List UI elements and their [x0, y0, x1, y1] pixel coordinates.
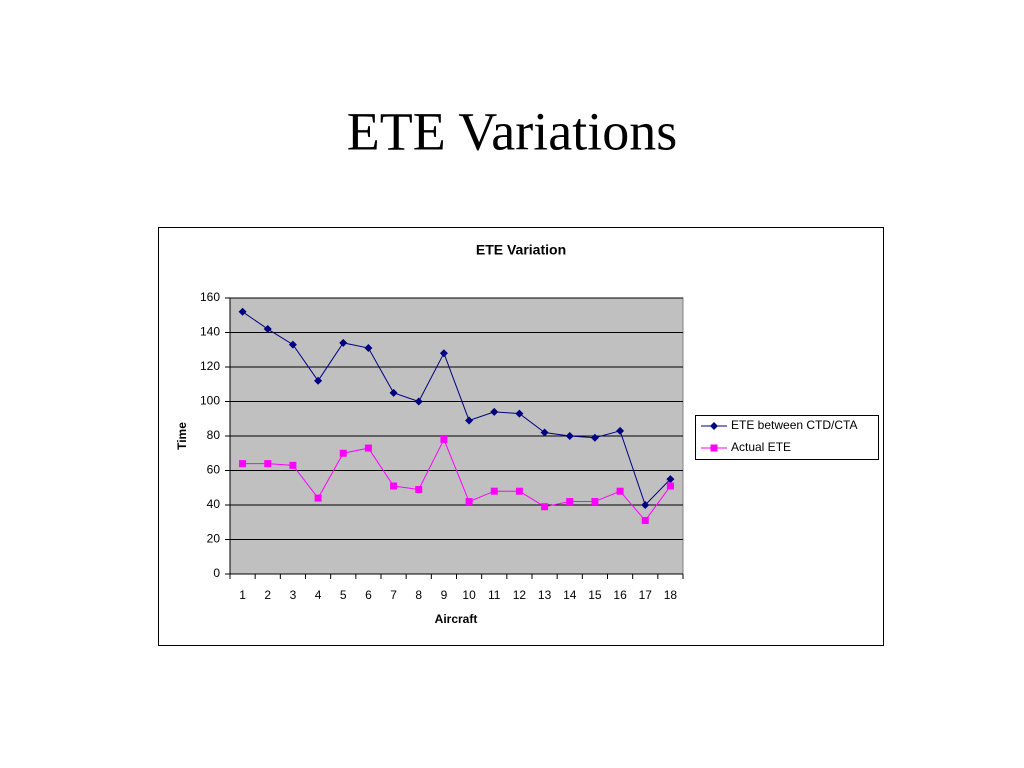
x-tick-label: 8	[415, 588, 422, 602]
x-axis-label: Aircraft	[435, 612, 478, 626]
data-point	[439, 349, 448, 358]
y-tick-label: 80	[207, 428, 221, 442]
data-point	[389, 388, 398, 397]
data-point	[264, 460, 272, 468]
y-tick-label: 60	[207, 463, 221, 477]
x-tick-label: 2	[264, 588, 271, 602]
legend-marker	[710, 444, 718, 452]
y-tick-label: 20	[207, 532, 221, 546]
series-line	[242, 438, 671, 522]
data-point	[540, 428, 549, 437]
data-point	[364, 444, 372, 452]
y-tick-label: 120	[200, 359, 220, 373]
data-point	[239, 460, 247, 468]
data-point	[314, 494, 322, 502]
x-tick-label: 10	[462, 588, 476, 602]
data-point	[515, 487, 523, 495]
data-point	[490, 407, 499, 416]
legend-label: Actual ETE	[731, 440, 791, 454]
data-point	[238, 307, 247, 316]
x-tick-label: 15	[588, 588, 602, 602]
data-point	[263, 325, 272, 334]
data-point	[364, 344, 373, 353]
x-tick-label: 17	[639, 588, 653, 602]
x-tick-label: 11	[488, 588, 501, 602]
data-point	[666, 482, 674, 490]
data-point	[465, 498, 473, 506]
x-tick-label: 13	[538, 588, 552, 602]
data-point	[339, 449, 347, 457]
x-tick-label: 14	[563, 588, 577, 602]
data-point	[566, 498, 574, 506]
legend-box	[695, 415, 879, 460]
data-point	[314, 376, 323, 385]
legend-marker	[710, 422, 718, 430]
data-point	[465, 416, 474, 425]
data-point	[616, 487, 624, 495]
chart-title: ETE Variation	[476, 242, 566, 258]
data-point	[288, 340, 297, 349]
x-tick-label: 4	[315, 588, 322, 602]
data-point	[490, 487, 498, 495]
data-point	[591, 498, 599, 506]
y-axis-label: Time	[175, 422, 189, 450]
x-tick-label: 1	[239, 588, 246, 602]
x-tick-label: 16	[613, 588, 627, 602]
x-tick-label: 12	[513, 588, 527, 602]
data-point	[339, 338, 348, 347]
y-tick-label: 40	[207, 497, 221, 511]
x-tick-label: 5	[340, 588, 347, 602]
y-tick-label: 160	[200, 290, 220, 304]
slide-title: ETE Variations	[347, 101, 677, 161]
data-point	[641, 501, 650, 509]
data-point	[415, 485, 423, 493]
x-tick-label: 6	[365, 588, 372, 602]
y-tick-label: 0	[213, 566, 220, 580]
series-line	[242, 311, 671, 506]
x-tick-label: 7	[390, 588, 397, 602]
data-point	[440, 435, 448, 443]
x-tick-label: 18	[664, 588, 678, 602]
data-point	[565, 432, 574, 440]
data-point	[666, 475, 675, 484]
data-point	[616, 426, 625, 435]
data-point	[390, 482, 398, 490]
x-tick-label: 3	[290, 588, 297, 602]
data-point	[289, 461, 297, 469]
data-point	[541, 503, 549, 511]
legend-label: ETE between CTD/CTA	[731, 418, 857, 432]
data-point	[641, 517, 649, 525]
y-tick-label: 140	[200, 325, 220, 339]
data-point	[414, 397, 423, 406]
data-point	[590, 433, 599, 442]
x-tick-label: 9	[441, 588, 448, 602]
y-tick-label: 100	[200, 394, 220, 408]
data-point	[515, 409, 524, 418]
